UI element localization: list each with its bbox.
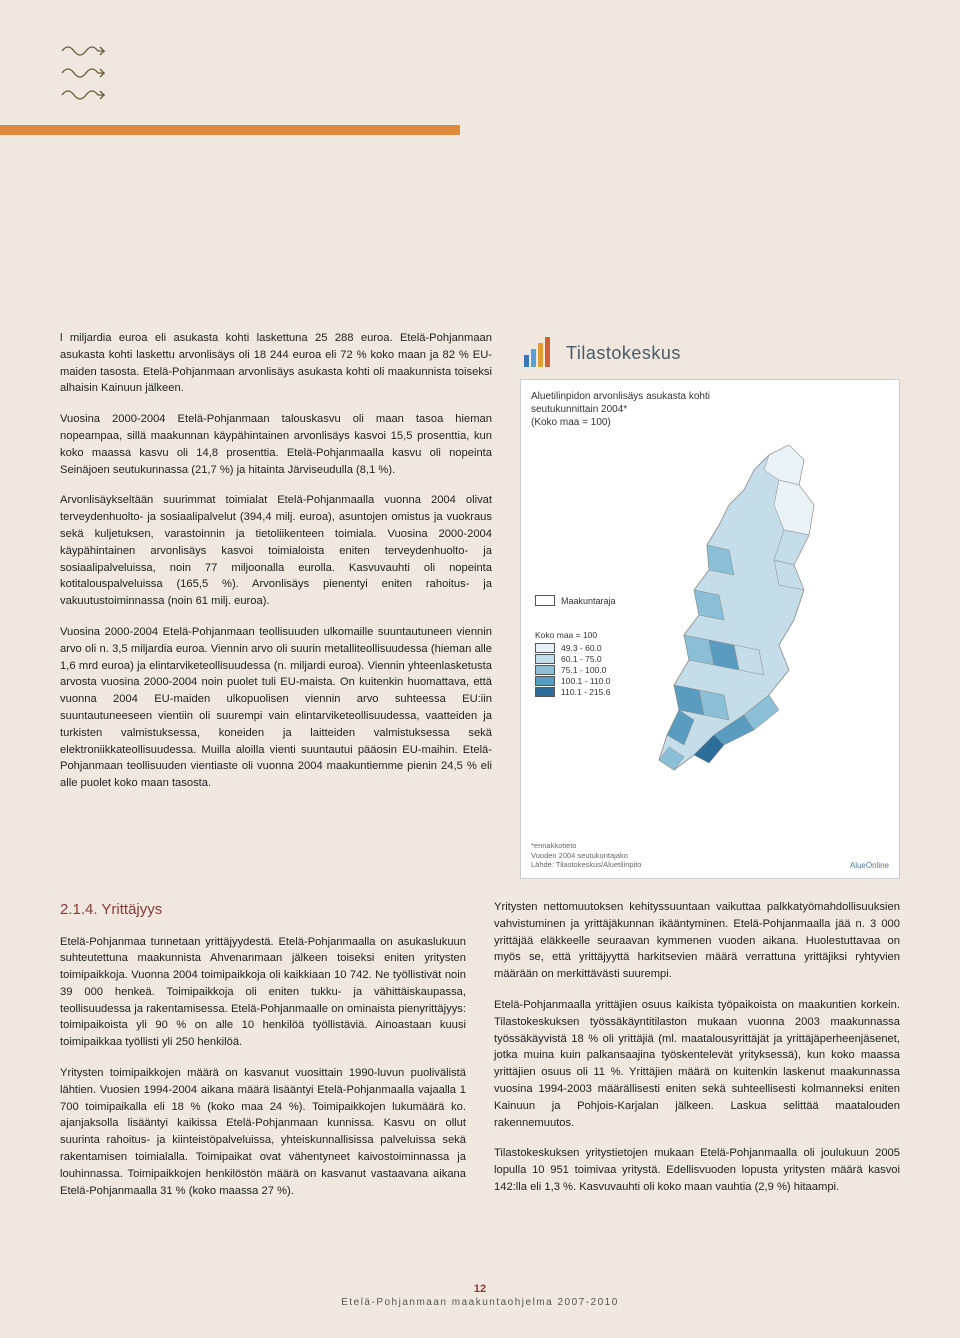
legend-label: 60.1 - 75.0 bbox=[561, 654, 602, 664]
wave-icon bbox=[60, 39, 108, 59]
page-number: 12 bbox=[0, 1283, 960, 1295]
paragraph: Yritysten nettomuutoksen kehityssuuntaan… bbox=[494, 899, 900, 983]
paragraph: Arvonlisäykseltään suurimmat toimialat E… bbox=[60, 492, 492, 610]
chart-title-line: Aluetilinpidon arvonlisäys asukasta koht… bbox=[531, 390, 889, 403]
footer-text: Etelä-Pohjanmaan maakuntaohjelma 2007-20… bbox=[0, 1297, 960, 1308]
legend-swatch bbox=[535, 687, 555, 697]
finland-map-icon bbox=[639, 435, 879, 795]
legend-scale-row: 60.1 - 75.0 bbox=[535, 654, 610, 664]
chart-footnotes: *ennakkotieto Vuoden 2004 seutukuntajako… bbox=[531, 841, 641, 870]
paragraph: Etelä-Pohjanmaa tunnetaan yrittäjyydestä… bbox=[60, 934, 466, 1052]
chart-column: Tilastokeskus Aluetilinpidon arvonlisäys… bbox=[520, 330, 900, 879]
chart-org-header: Tilastokeskus bbox=[520, 335, 900, 371]
choropleth-map-chart: Aluetilinpidon arvonlisäys asukasta koht… bbox=[520, 379, 900, 879]
text-column: l miljardia euroa eli asukasta kohti las… bbox=[60, 330, 492, 879]
footnote: *ennakkotieto bbox=[531, 841, 641, 851]
map-area: Maakuntaraja Koko maa = 100 49.3 - 60.06… bbox=[531, 435, 889, 795]
legend-label: 110.1 - 215.6 bbox=[561, 687, 610, 697]
legend-label: 49.3 - 60.0 bbox=[561, 643, 602, 653]
chart-org-title: Tilastokeskus bbox=[566, 343, 681, 364]
legend-swatch bbox=[535, 665, 555, 675]
legend-scale-row: 49.3 - 60.0 bbox=[535, 643, 610, 653]
page-footer: 12 Etelä-Pohjanmaan maakuntaohjelma 2007… bbox=[0, 1283, 960, 1308]
main-content-lower: 2.1.4. Yrittäjyys Etelä-Pohjanmaa tunnet… bbox=[0, 879, 960, 1213]
paragraph: Etelä-Pohjanmaalla yrittäjien osuus kaik… bbox=[494, 997, 900, 1131]
lower-left-column: 2.1.4. Yrittäjyys Etelä-Pohjanmaa tunnet… bbox=[60, 899, 466, 1213]
tilastokeskus-logo-icon bbox=[520, 335, 556, 371]
legend-label: 75.1 - 100.0 bbox=[561, 665, 606, 675]
legend-title: Koko maa = 100 bbox=[535, 630, 610, 640]
chart-title-line: seutukunnittain 2004* bbox=[531, 403, 889, 416]
document-page: l miljardia euroa eli asukasta kohti las… bbox=[0, 0, 960, 1338]
legend-border: Maakuntaraja bbox=[535, 595, 616, 609]
paragraph: Yritysten toimipaikkojen määrä on kasvan… bbox=[60, 1065, 466, 1199]
chart-title-line: (Koko maa = 100) bbox=[531, 416, 889, 429]
page-header bbox=[0, 0, 960, 150]
legend-label: Maakuntaraja bbox=[561, 596, 616, 606]
lower-right-column: Yritysten nettomuutoksen kehityssuuntaan… bbox=[494, 899, 900, 1213]
legend-scale-row: 110.1 - 215.6 bbox=[535, 687, 610, 697]
chart-title: Aluetilinpidon arvonlisäys asukasta koht… bbox=[531, 390, 889, 429]
footnote: Vuoden 2004 seutukuntajako bbox=[531, 851, 641, 861]
wave-icon bbox=[60, 83, 108, 103]
legend-scale: Koko maa = 100 49.3 - 60.060.1 - 75.075.… bbox=[535, 630, 610, 698]
wave-icon bbox=[60, 61, 108, 81]
legend-scale-row: 100.1 - 110.0 bbox=[535, 676, 610, 686]
paragraph: Vuosina 2000-2004 Etelä-Pohjanmaan teoll… bbox=[60, 624, 492, 792]
footnote: Lähde: Tilastokeskus/Aluetilinpito bbox=[531, 860, 641, 870]
chart-brand: AlueOnline bbox=[850, 861, 889, 870]
paragraph: Tilastokeskuksen yritystietojen mukaan E… bbox=[494, 1145, 900, 1195]
legend-swatch bbox=[535, 643, 555, 653]
legend-label: 100.1 - 110.0 bbox=[561, 676, 610, 686]
paragraph: Vuosina 2000-2004 Etelä-Pohjanmaan talou… bbox=[60, 411, 492, 478]
section-heading: 2.1.4. Yrittäjyys bbox=[60, 899, 466, 922]
decorative-band bbox=[0, 125, 460, 135]
legend-scale-row: 75.1 - 100.0 bbox=[535, 665, 610, 675]
legend-swatch bbox=[535, 654, 555, 664]
legend-swatch bbox=[535, 595, 555, 606]
region-logo bbox=[60, 38, 108, 104]
paragraph: l miljardia euroa eli asukasta kohti las… bbox=[60, 330, 492, 397]
main-content-upper: l miljardia euroa eli asukasta kohti las… bbox=[0, 150, 960, 879]
legend-swatch bbox=[535, 676, 555, 686]
